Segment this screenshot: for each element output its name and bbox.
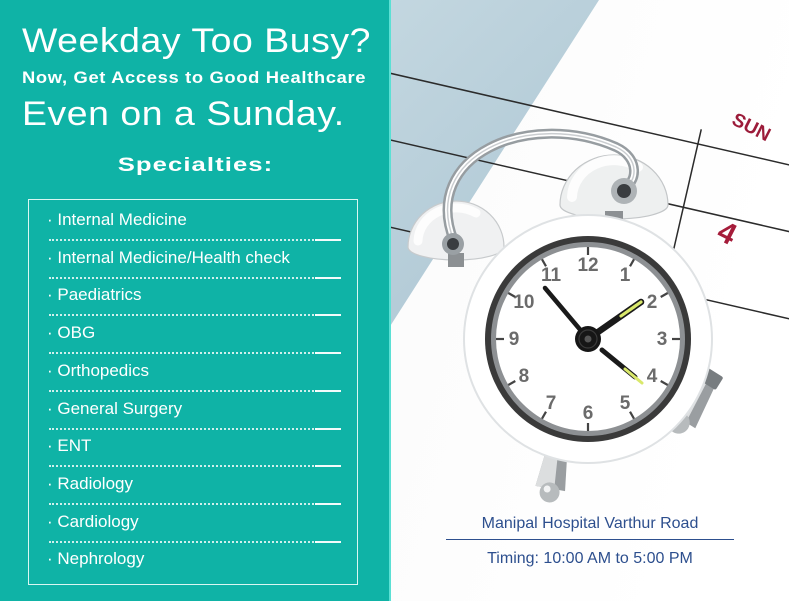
svg-text:6: 6 <box>583 403 594 424</box>
svg-text:7: 7 <box>546 393 557 414</box>
svg-text:12: 12 <box>577 255 598 276</box>
svg-text:11: 11 <box>541 265 562 286</box>
svg-text:4: 4 <box>647 366 658 387</box>
svg-text:1: 1 <box>620 265 631 286</box>
svg-text:8: 8 <box>519 366 530 387</box>
svg-text:3: 3 <box>657 329 668 350</box>
svg-text:5: 5 <box>620 393 631 414</box>
svg-text:10: 10 <box>513 292 534 313</box>
svg-text:9: 9 <box>509 329 520 350</box>
svg-text:2: 2 <box>647 292 658 313</box>
